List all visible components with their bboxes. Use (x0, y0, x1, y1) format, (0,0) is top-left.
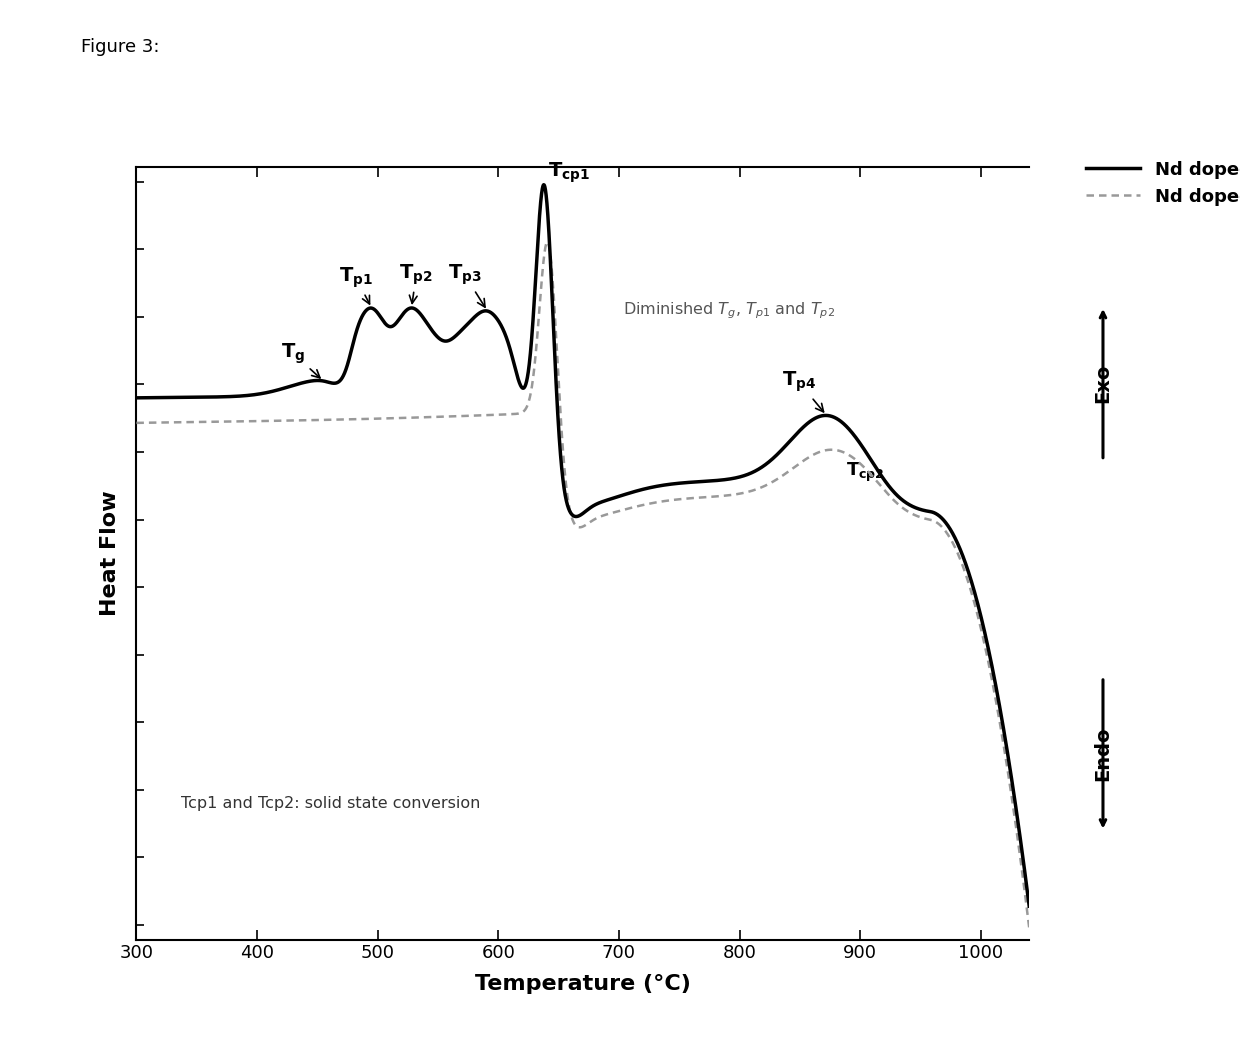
Text: Tcp1 and Tcp2: solid state conversion: Tcp1 and Tcp2: solid state conversion (181, 797, 480, 811)
Text: $\mathbf{T_{p4}}$: $\mathbf{T_{p4}}$ (782, 370, 823, 412)
Text: $\mathbf{T_g}$: $\mathbf{T_g}$ (281, 341, 320, 378)
Text: $\mathbf{T_{cp1}}$: $\mathbf{T_{cp1}}$ (548, 160, 590, 185)
Legend: Nd doped BS glass, Nd doped BS crystal: Nd doped BS glass, Nd doped BS crystal (1086, 161, 1240, 206)
Text: $\mathbf{T_{cp2}}$: $\mathbf{T_{cp2}}$ (846, 461, 884, 484)
X-axis label: Temperature (°C): Temperature (°C) (475, 974, 691, 994)
Y-axis label: Heat Flow: Heat Flow (100, 491, 120, 616)
Text: $\mathbf{T_{p3}}$: $\mathbf{T_{p3}}$ (448, 262, 485, 307)
Text: Figure 3:: Figure 3: (81, 38, 159, 55)
Text: Diminished $T_g$, $T_{p1}$ and $T_{p2}$: Diminished $T_g$, $T_{p1}$ and $T_{p2}$ (622, 300, 835, 321)
Text: $\mathbf{T_{p2}}$: $\mathbf{T_{p2}}$ (399, 262, 433, 304)
Text: Endo: Endo (1094, 727, 1112, 782)
Text: Exo: Exo (1094, 363, 1112, 403)
Text: $\mathbf{T_{p1}}$: $\mathbf{T_{p1}}$ (339, 265, 373, 304)
